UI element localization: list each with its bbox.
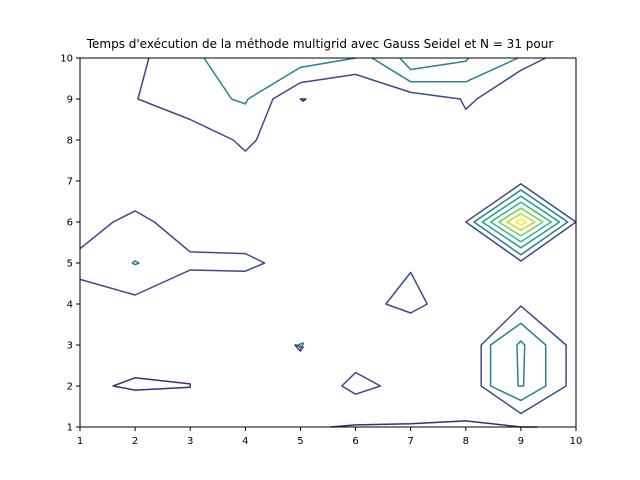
contour-line-level-2 bbox=[137, 57, 547, 152]
contour-line-level-2 bbox=[79, 210, 266, 296]
x-tick-label: 5 bbox=[297, 436, 303, 447]
contour-line-level-2 bbox=[385, 271, 428, 314]
y-tick-label: 1 bbox=[67, 423, 73, 434]
y-tick-label: 2 bbox=[67, 382, 73, 393]
contour-line-level-5 bbox=[489, 201, 552, 243]
contour-line-level-2 bbox=[341, 371, 382, 395]
x-tick-label: 9 bbox=[518, 436, 524, 447]
contour-lines bbox=[79, 57, 577, 428]
y-axis: 1 2 3 4 5 6 7 8 9 10 bbox=[60, 54, 80, 434]
x-tick-label: 10 bbox=[570, 436, 583, 447]
contour-line-level-3 bbox=[296, 342, 304, 350]
x-tick-label: 8 bbox=[463, 436, 469, 447]
x-tick-label: 7 bbox=[407, 436, 413, 447]
x-tick-label: 6 bbox=[352, 436, 358, 447]
x-tick-label: 2 bbox=[132, 436, 138, 447]
y-tick-label: 6 bbox=[67, 218, 73, 229]
y-tick-label: 4 bbox=[67, 300, 73, 311]
contour-line-level-8 bbox=[514, 218, 528, 226]
x-tick-label: 1 bbox=[77, 436, 83, 447]
contour-line-level-6 bbox=[498, 207, 544, 237]
contour-line-level-3 bbox=[131, 260, 140, 266]
x-tick-label: 3 bbox=[187, 436, 193, 447]
contour-line-level-3 bbox=[203, 57, 356, 105]
contour-line-level-1 bbox=[299, 98, 307, 102]
contour-line-level-1 bbox=[330, 420, 538, 428]
contour-line-level-3 bbox=[473, 189, 569, 256]
y-tick-label: 7 bbox=[67, 177, 73, 188]
contour-line-level-3 bbox=[399, 57, 470, 71]
contour-line-level-3 bbox=[489, 322, 547, 402]
contour-line-level-3 bbox=[371, 57, 519, 83]
contour-line-level-2 bbox=[480, 305, 567, 415]
contour-line-level-7 bbox=[506, 213, 536, 231]
y-tick-label: 9 bbox=[67, 95, 73, 106]
x-tick-label: 4 bbox=[242, 436, 248, 447]
contour-line-level-3 bbox=[516, 340, 526, 387]
plot-area-frame bbox=[79, 57, 577, 428]
x-axis: 1 2 3 4 5 6 7 8 9 10 bbox=[77, 427, 583, 447]
contour-line-level-4 bbox=[481, 195, 561, 249]
contour-line-level-1 bbox=[112, 377, 191, 391]
y-tick-label: 8 bbox=[67, 136, 73, 147]
y-tick-label: 10 bbox=[60, 54, 73, 65]
y-tick-label: 5 bbox=[67, 259, 73, 270]
chart-title: Temps d'exécution de la méthode multigri… bbox=[86, 37, 554, 51]
y-tick-label: 3 bbox=[67, 341, 73, 352]
